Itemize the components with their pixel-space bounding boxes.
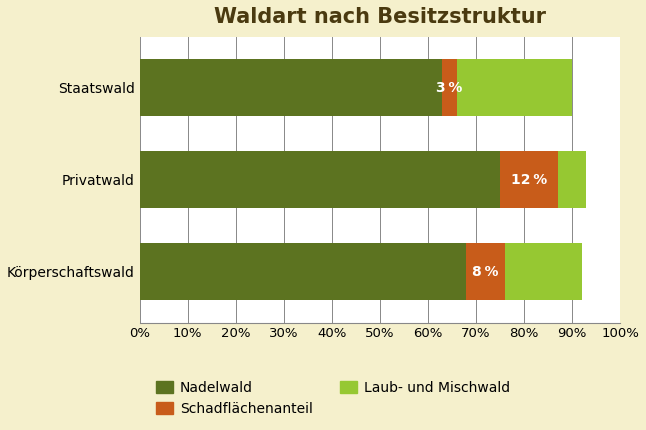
- Bar: [140, 243, 581, 301]
- Title: Waldart nach Besitzstruktur: Waldart nach Besitzstruktur: [214, 7, 546, 27]
- Bar: [140, 151, 587, 208]
- Bar: [466, 243, 505, 301]
- Legend: Nadelwald, Schadflächenanteil, Laub- und Mischwald: Nadelwald, Schadflächenanteil, Laub- und…: [156, 381, 510, 416]
- Bar: [140, 151, 500, 208]
- Bar: [140, 59, 572, 116]
- Text: 8 %: 8 %: [472, 265, 499, 279]
- Bar: [140, 59, 443, 116]
- Bar: [443, 59, 457, 116]
- Bar: [140, 243, 466, 301]
- Text: 12 %: 12 %: [511, 173, 547, 187]
- Text: 3 %: 3 %: [437, 80, 463, 95]
- Bar: [500, 151, 557, 208]
